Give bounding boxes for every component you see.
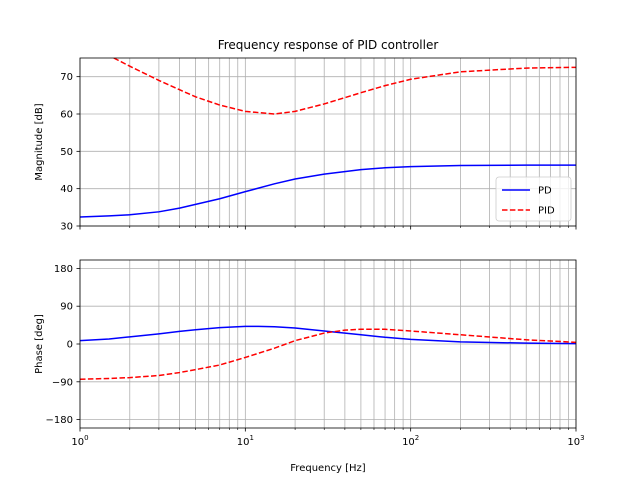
series-line-pid [113,58,576,115]
grid [79,260,577,428]
y-tick-label: −180 [46,415,73,426]
legend: PD PID [495,176,572,222]
chart-title: Frequency response of PID controller [218,38,439,52]
phase-plot: −180 −90 0 90 180 100 101 102 103 Phase [deg] Freq… [34,259,585,474]
series-line-pd [80,325,576,345]
y-tick-label: 30 [60,222,73,233]
x-tick-label: 102 [402,434,419,448]
y-axis-label: Magnitude [dB] [34,103,45,180]
legend-label-pid: PID [538,206,555,217]
y-axis-label: Phase [deg] [34,314,45,374]
magnitude-plot: 30 40 50 60 70 Magnitude [dB] Frequency respon… [34,38,577,233]
series-line-pid [80,328,576,381]
legend-box [495,176,572,222]
y-tick-label: 0 [67,340,73,351]
y-tick-label: −90 [52,377,73,388]
x-tick-label: 100 [71,434,88,448]
y-tick-label: 70 [60,72,73,83]
x-tick-label: 101 [237,434,254,448]
y-tick-label: 90 [60,302,73,313]
y-tick-label: 40 [60,184,73,195]
x-axis-label: Frequency [Hz] [290,463,366,474]
series-line-pd [80,164,576,218]
y-tick-label: 50 [60,147,73,158]
y-tick-label: 180 [54,264,73,275]
legend-label-pd: PD [538,186,552,197]
y-tick-label: 60 [60,110,73,121]
x-tick-label: 103 [567,434,584,448]
axes-frame [79,57,577,227]
